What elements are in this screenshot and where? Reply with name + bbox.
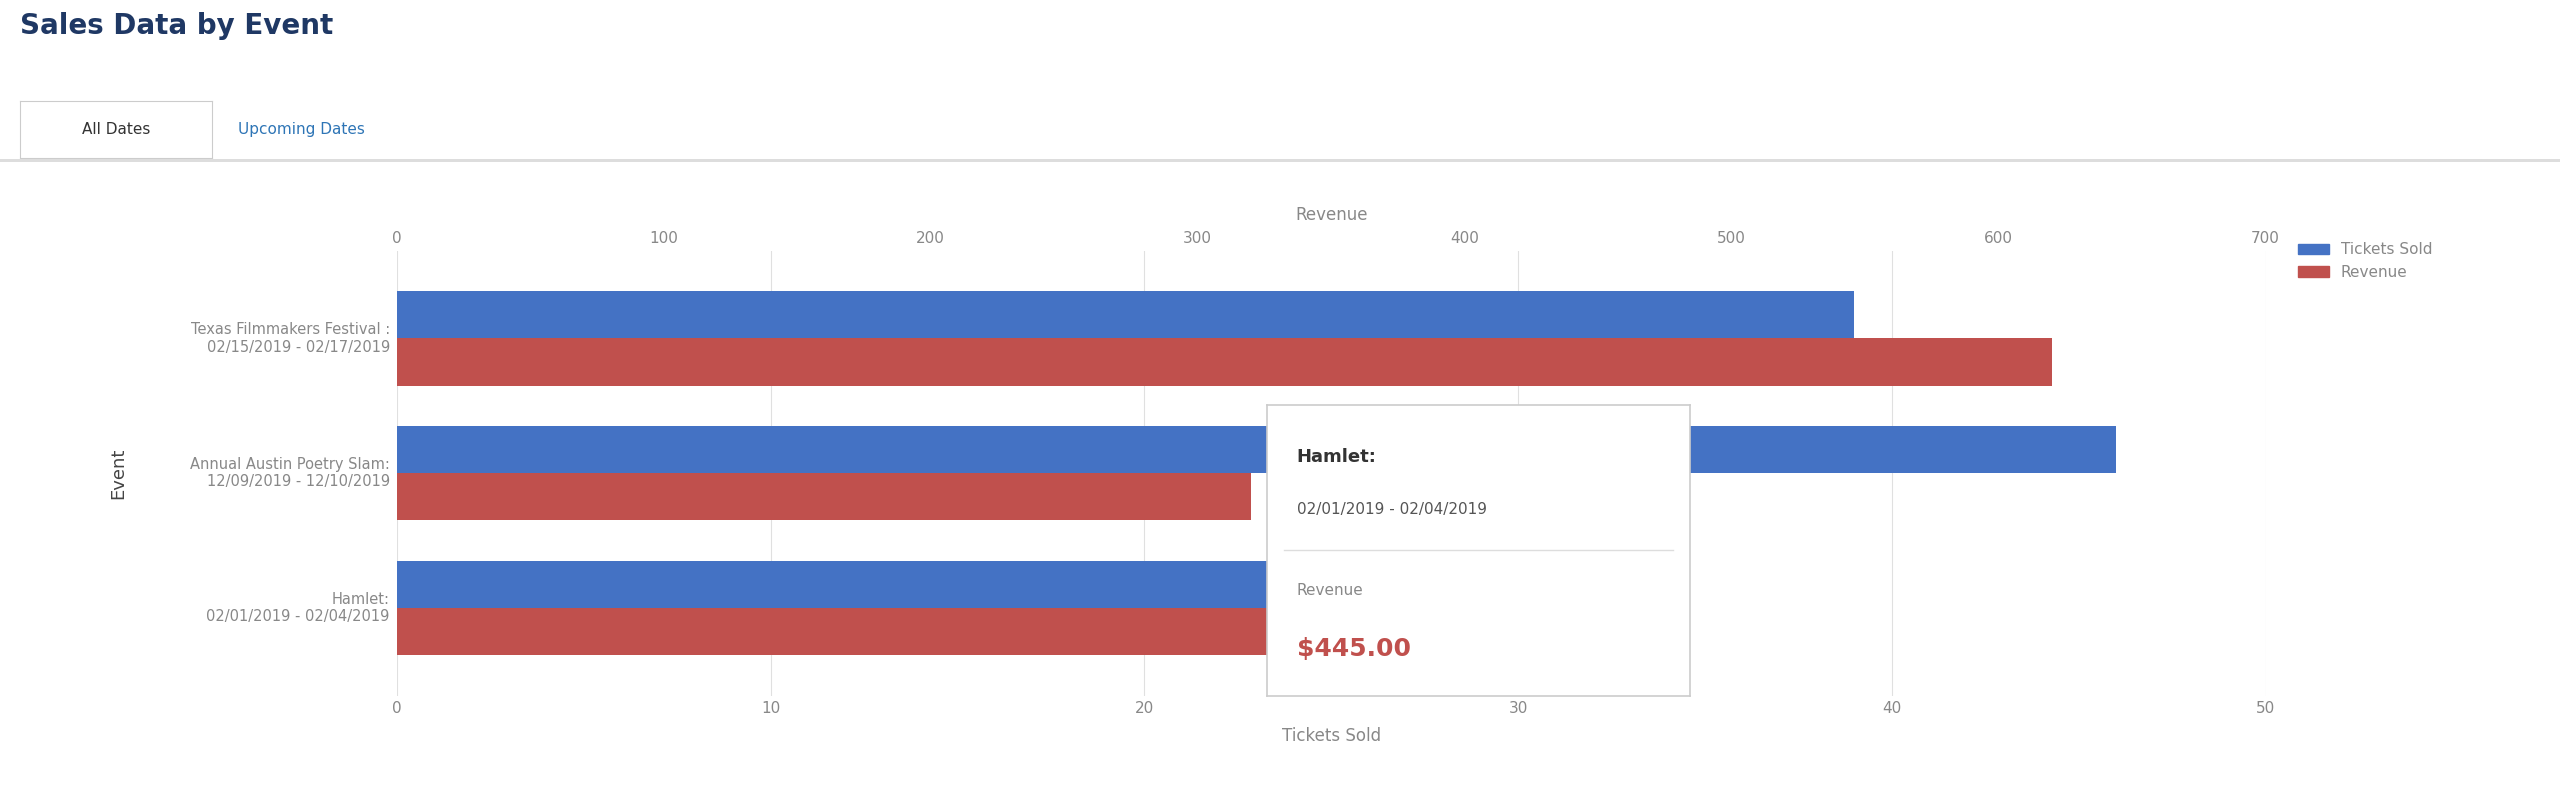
- Bar: [397, 473, 1252, 520]
- Bar: [397, 426, 2117, 473]
- Bar: [397, 338, 2053, 386]
- Bar: [397, 561, 1592, 608]
- X-axis label: Tickets Sold: Tickets Sold: [1283, 726, 1380, 745]
- Text: All Dates: All Dates: [82, 122, 151, 137]
- Text: Revenue: Revenue: [1298, 583, 1364, 599]
- Bar: [397, 291, 1853, 338]
- Text: Sales Data by Event: Sales Data by Event: [20, 12, 333, 40]
- Text: Hamlet:: Hamlet:: [1298, 448, 1377, 466]
- Legend: Tickets Sold, Revenue: Tickets Sold, Revenue: [2291, 236, 2440, 286]
- Text: 02/01/2019 - 02/04/2019: 02/01/2019 - 02/04/2019: [1298, 502, 1487, 517]
- Y-axis label: Event: Event: [110, 447, 128, 499]
- Bar: [397, 608, 1585, 655]
- X-axis label: Revenue: Revenue: [1295, 205, 1367, 224]
- Text: $445.00: $445.00: [1298, 637, 1411, 661]
- Text: Upcoming Dates: Upcoming Dates: [238, 122, 366, 137]
